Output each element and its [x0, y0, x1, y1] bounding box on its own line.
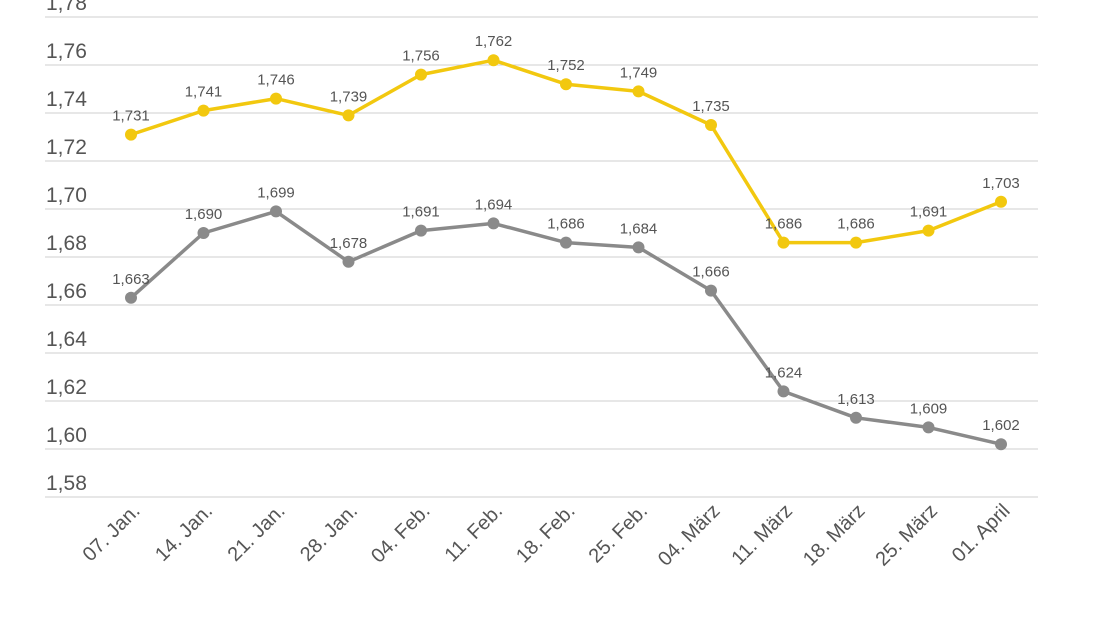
series-1-point	[342, 109, 355, 122]
x-tick-label: 25. Feb.	[585, 500, 652, 567]
series-2-point	[850, 411, 862, 424]
series-2-point	[125, 291, 137, 304]
series-2-data-label: 1,684	[620, 220, 658, 237]
series-2-point	[560, 236, 572, 249]
series-2-point	[197, 227, 210, 239]
series-1-data-label: 1,749	[620, 64, 658, 81]
y-tick-label: 1,66	[46, 280, 87, 303]
series-1-data-label: 1,691	[910, 204, 948, 221]
series-1-data-label: 1,735	[692, 98, 730, 115]
series-2-data-label: 1,624	[765, 364, 803, 381]
series-1-point	[125, 128, 137, 141]
x-tick-label: 11. Feb.	[441, 500, 507, 566]
series-2-data-label: 1,694	[475, 196, 513, 213]
y-tick-label: 1,62	[46, 376, 87, 399]
series-1-point	[632, 85, 645, 98]
series-1-point	[850, 236, 862, 249]
series-2-point	[995, 438, 1007, 451]
series-2-data-label: 1,691	[402, 204, 440, 221]
series-1-data-label: 1,746	[257, 72, 295, 89]
series-2-data-label: 1,666	[692, 264, 730, 281]
series-lines	[125, 54, 1007, 451]
y-tick-label: 1,76	[46, 40, 87, 63]
x-tick-label: 18. März	[799, 500, 870, 571]
series-2-data-label: 1,609	[910, 400, 948, 417]
series-2-point	[922, 421, 935, 434]
series-1-point	[270, 92, 282, 105]
x-tick-label: 11. März	[728, 500, 798, 570]
series-1-point	[705, 119, 717, 131]
series-2-point	[632, 241, 645, 254]
x-tick-label: 04. März	[654, 500, 725, 571]
x-tick-label: 25. März	[871, 500, 942, 571]
series-2-point	[777, 385, 790, 398]
series-1-data-label: 1,686	[837, 216, 875, 233]
series-2-data-label: 1,602	[982, 417, 1020, 434]
y-tick-label: 1,64	[46, 328, 87, 351]
series-1-point	[487, 54, 500, 67]
series-1-data-label: 1,731	[112, 108, 150, 125]
y-tick-label: 1,58	[46, 472, 87, 495]
series-2-data-label: 1,663	[112, 271, 150, 288]
y-tick-label: 1,70	[46, 184, 87, 207]
series-1-data-label: 1,762	[475, 33, 513, 50]
series-1-data-label: 1,752	[547, 57, 585, 74]
series-1-point	[560, 78, 572, 91]
y-tick-label: 1,78	[46, 0, 87, 15]
series-2-data-label: 1,613	[837, 391, 875, 408]
series-2-data-label: 1,690	[185, 206, 223, 223]
gridlines	[45, 16, 1038, 498]
series-2-point	[415, 224, 427, 237]
series-2-data-label: 1,678	[330, 235, 368, 252]
series-1-point	[777, 236, 790, 249]
x-tick-label: 04. Feb.	[367, 500, 434, 567]
series-1-point	[995, 195, 1007, 208]
y-tick-label: 1,74	[46, 88, 87, 111]
series-2-point	[342, 255, 355, 268]
x-axis-tick-labels: 07. Jan. 14. Jan. 21. Jan. 28. Jan. 04. Feb.…	[79, 500, 1015, 571]
data-labels: 1,731 1,741 1,746 1,739 1,756 1,762 1,752 1,749…	[112, 33, 1020, 434]
series-1-point	[922, 224, 935, 237]
x-tick-label: 18. Feb.	[512, 500, 579, 567]
x-tick-label: 14. Jan.	[151, 500, 217, 566]
x-tick-label: 28. Jan.	[296, 500, 362, 566]
series-2-point	[705, 284, 717, 297]
series-2-point	[487, 217, 500, 230]
series-1-data-label: 1,686	[765, 216, 803, 233]
series-1-data-label: 1,739	[330, 88, 368, 105]
y-tick-label: 1,60	[46, 424, 87, 447]
y-tick-label: 1,72	[46, 136, 87, 159]
y-tick-label: 1,68	[46, 232, 87, 255]
series-2-data-label: 1,686	[547, 216, 585, 233]
series-1-data-label: 1,756	[402, 48, 440, 65]
series-2-data-label: 1,699	[257, 184, 295, 201]
series-1-data-label: 1,741	[185, 84, 223, 101]
x-tick-label: 07. Jan.	[79, 500, 145, 566]
x-tick-label: 01. April	[948, 500, 1015, 567]
x-tick-label: 21. Jan.	[224, 500, 290, 566]
y-axis-tick-labels: 1,58 1,60 1,62 1,64 1,66 1,68 1,70 1,72 1,74 1,76…	[46, 0, 87, 495]
series-1-point	[197, 104, 210, 117]
series-1-point	[415, 68, 427, 81]
series-1-data-label: 1,703	[982, 175, 1020, 192]
series-2-point	[270, 205, 282, 218]
